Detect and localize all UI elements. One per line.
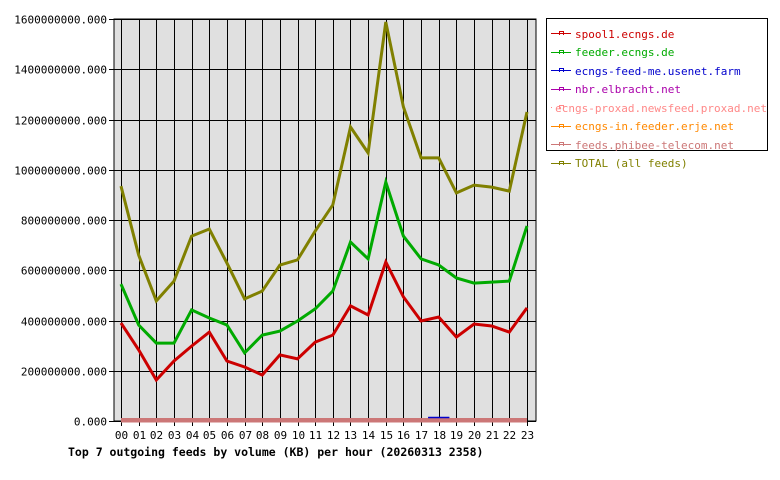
legend-line-marker-icon — [551, 67, 571, 75]
legend-item: nbr.elbracht.net — [547, 81, 767, 100]
legend-line-marker-icon — [551, 30, 571, 38]
legend-item: feeds.phibee-telecom.net — [547, 136, 767, 155]
legend-item: spool1.ecngs.de — [547, 25, 767, 44]
x-tick-label: 03 — [168, 429, 181, 442]
x-tick-label: 09 — [274, 429, 287, 442]
legend-label: spool1.ecngs.de — [575, 27, 675, 41]
legend-label: ecngs-proxad.newsfeed.proxad.net — [555, 101, 767, 115]
y-tick-label: 1400000000.000 — [14, 64, 107, 77]
legend-item: TOTAL (all feeds) — [547, 155, 767, 174]
y-tick-label: 600000000.000 — [21, 265, 107, 278]
legend-label: TOTAL (all feeds) — [575, 157, 688, 171]
legend: spool1.ecngs.de feeder.ecngs.de ecngs-feed… — [546, 18, 768, 170]
y-tick-label: 200000000.000 — [21, 366, 107, 379]
x-tick-label: 12 — [327, 429, 340, 442]
legend-label: ecngs-feed-me.usenet.farm — [575, 64, 741, 78]
chart-title: Top 7 outgoing feeds by volume (KB) per … — [68, 445, 484, 459]
legend-line-marker-icon — [551, 86, 571, 94]
x-tick-label: 21 — [486, 429, 499, 442]
x-tick-label: 05 — [203, 429, 216, 442]
series-line — [119, 176, 529, 356]
legend-label: feeds.phibee-telecom.net — [575, 138, 734, 152]
legend-item: ecngs-in.feeder.erje.net — [547, 118, 767, 137]
x-tick-label: 20 — [468, 429, 481, 442]
x-tick-label: 23 — [521, 429, 534, 442]
legend-line-marker-icon — [551, 160, 571, 168]
y-tick-label: 800000000.000 — [21, 215, 107, 228]
x-tick-label: 22 — [503, 429, 516, 442]
x-tick-label: 16 — [397, 429, 410, 442]
x-tick-label: 13 — [344, 429, 357, 442]
x-tick-label: 06 — [221, 429, 234, 442]
x-tick-label: 11 — [309, 429, 322, 442]
series-lines — [119, 21, 529, 423]
x-tick-label: 01 — [133, 429, 146, 442]
y-axis-ticks: 0.000 200000000.000 400000000.000 600000000… — [14, 14, 114, 429]
series-line — [119, 258, 529, 383]
legend-item: feeder.ecngs.de — [547, 44, 767, 63]
x-tick-label: 18 — [433, 429, 446, 442]
x-tick-label: 19 — [450, 429, 463, 442]
x-tick-label: 00 — [115, 429, 128, 442]
legend-item: ecngs-feed-me.usenet.farm — [547, 62, 767, 81]
y-tick-label: 1200000000.000 — [14, 115, 107, 128]
x-axis-ticks: 00 01 02 03 04 05 06 07 08 09 10 11 12 13 14 15 16 17 18 19… — [115, 421, 534, 442]
y-tick-label: 1000000000.000 — [14, 165, 107, 178]
legend-item: ecngs-proxad.newsfeed.proxad.net — [547, 99, 767, 118]
y-tick-label: 400000000.000 — [21, 316, 107, 329]
legend-label: ecngs-in.feeder.erje.net — [575, 120, 734, 134]
legend-line-marker-icon — [551, 123, 571, 131]
x-tick-label: 10 — [292, 429, 305, 442]
legend-label: nbr.elbracht.net — [575, 83, 681, 97]
x-tick-label: 02 — [150, 429, 163, 442]
x-tick-label: 15 — [380, 429, 393, 442]
series-line — [119, 21, 529, 304]
legend-label: feeder.ecngs.de — [575, 46, 675, 60]
legend-line-marker-icon — [551, 49, 571, 57]
x-tick-label: 08 — [256, 429, 269, 442]
x-tick-label: 14 — [362, 429, 376, 442]
x-tick-label: 04 — [186, 429, 200, 442]
x-tick-label: 17 — [415, 429, 428, 442]
legend-line-marker-icon — [551, 141, 571, 149]
x-tick-label: 07 — [239, 429, 252, 442]
y-tick-label: 1600000000.000 — [14, 14, 107, 27]
y-tick-label: 0.000 — [74, 416, 107, 429]
